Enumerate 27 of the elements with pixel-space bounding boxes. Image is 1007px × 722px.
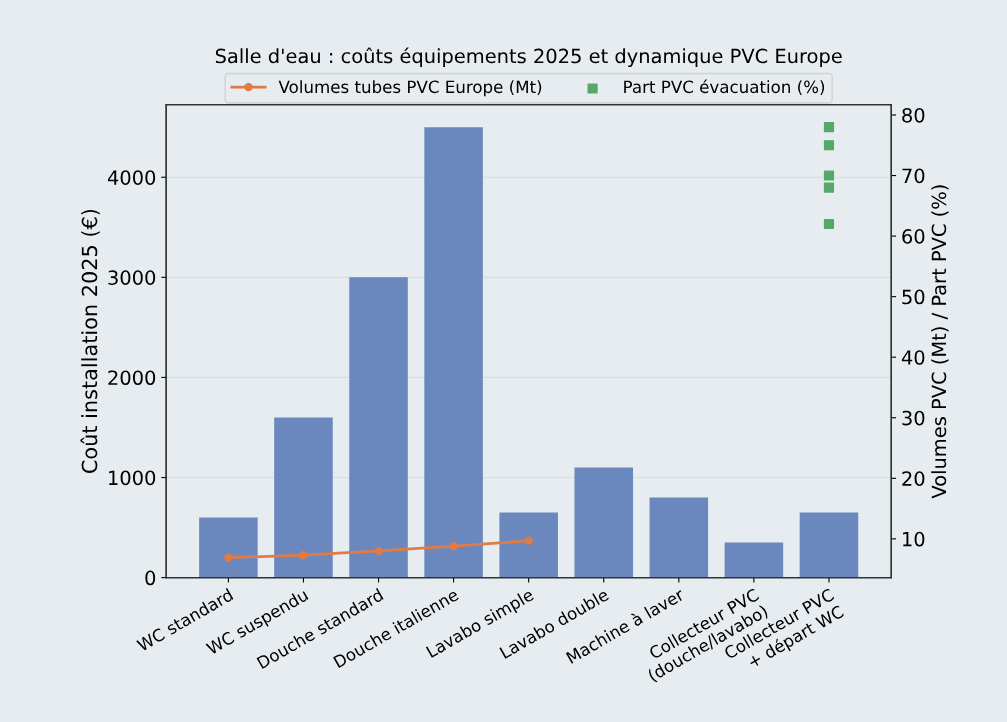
y2-tick-label: 10 (903, 531, 925, 547)
bar (424, 127, 483, 578)
y2-tick-label: 40 (901, 350, 925, 365)
bar (724, 542, 784, 578)
y2-tick-label: 20 (902, 471, 925, 486)
bar (274, 417, 333, 578)
y2-axis-title: Volumes PVC (Mt) / Part PVC (%) (931, 185, 949, 499)
y-tick-label: 4000 (107, 170, 156, 185)
legend-label: Part PVC évacuation (%) (624, 79, 825, 96)
chart-title: Salle d'eau : coûts équipements 2025 et dynamique PVC Europe (215, 47, 842, 68)
y2-tick-label: 30 (902, 410, 925, 426)
y-tick-label: 0 (145, 570, 156, 586)
bar (199, 517, 258, 578)
y-tick-label: 3000 (108, 270, 156, 285)
y-tick-label: 1000 (109, 470, 156, 486)
y-axis-title: Coût installation 2025 (€) (80, 209, 100, 474)
y2-tick-label: 50 (902, 289, 925, 305)
y-tick-label: 2000 (108, 370, 156, 386)
bar (799, 512, 859, 578)
y2-tick-label: 60 (902, 229, 925, 244)
bar (349, 277, 408, 578)
y2-tick-label: 80 (902, 107, 925, 123)
bar (574, 467, 634, 578)
legend-label: Volumes tubes PVC Europe (Mt) (278, 80, 542, 97)
bar (499, 512, 558, 578)
y2-tick-label: 70 (902, 168, 925, 184)
bar (649, 497, 709, 578)
